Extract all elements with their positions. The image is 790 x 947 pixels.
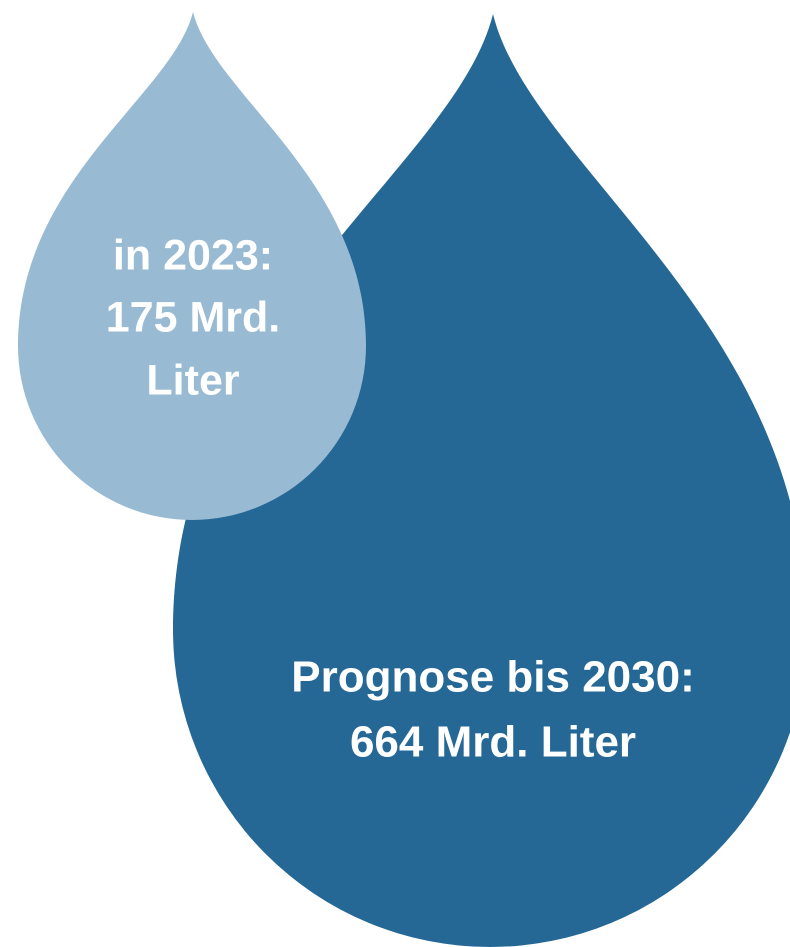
small-drop-label: in 2023: 175 Mrd. Liter (106, 231, 280, 404)
small-drop (18, 12, 366, 520)
label-line: in 2023: (113, 231, 273, 279)
label-line: 664 Mrd. Liter (350, 718, 636, 767)
label-line: Liter (146, 356, 239, 404)
label-line: 175 Mrd. (106, 293, 280, 341)
label-line: Prognose bis 2030: (291, 653, 694, 702)
large-drop-label: Prognose bis 2030: 664 Mrd. Liter (291, 653, 694, 767)
large-drop (173, 14, 790, 947)
